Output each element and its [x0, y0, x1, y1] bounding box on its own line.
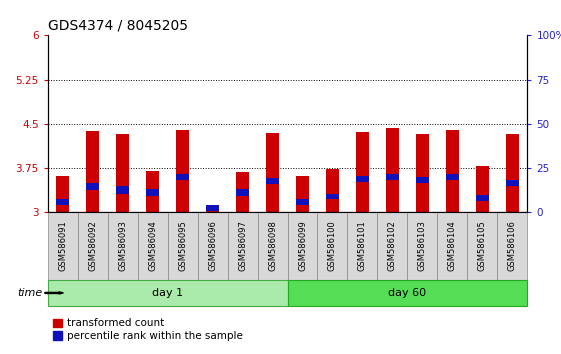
- Bar: [445, 174, 459, 180]
- Bar: [236, 172, 249, 212]
- Bar: [476, 195, 489, 201]
- Bar: [206, 205, 219, 211]
- Text: GSM586104: GSM586104: [448, 221, 457, 272]
- Bar: [356, 176, 369, 182]
- Bar: [476, 166, 489, 212]
- Text: GSM586103: GSM586103: [418, 221, 427, 272]
- Text: GDS4374 / 8045205: GDS4374 / 8045205: [48, 19, 188, 33]
- Bar: [146, 171, 159, 212]
- Bar: [416, 134, 429, 212]
- Bar: [505, 134, 519, 212]
- Bar: [56, 199, 70, 205]
- Text: day 60: day 60: [388, 288, 426, 298]
- Text: GSM586091: GSM586091: [58, 221, 67, 272]
- Text: GSM586092: GSM586092: [88, 221, 97, 272]
- Legend: transformed count, percentile rank within the sample: transformed count, percentile rank withi…: [53, 319, 243, 341]
- Text: day 1: day 1: [152, 288, 183, 298]
- Bar: [445, 130, 459, 212]
- Bar: [266, 178, 279, 184]
- Text: GSM586106: GSM586106: [508, 221, 517, 272]
- Text: GSM586098: GSM586098: [268, 221, 277, 272]
- Text: GSM586097: GSM586097: [238, 221, 247, 272]
- Text: time: time: [17, 288, 42, 298]
- Bar: [176, 174, 189, 180]
- Bar: [86, 131, 99, 212]
- Bar: [236, 189, 249, 196]
- Text: GSM586100: GSM586100: [328, 221, 337, 272]
- Bar: [326, 194, 339, 199]
- Text: GSM586099: GSM586099: [298, 221, 307, 272]
- Bar: [176, 130, 189, 212]
- Bar: [416, 177, 429, 183]
- Text: GSM586105: GSM586105: [478, 221, 487, 272]
- Bar: [266, 133, 279, 212]
- Bar: [386, 174, 399, 180]
- Text: GSM586095: GSM586095: [178, 221, 187, 272]
- Bar: [326, 169, 339, 212]
- Bar: [116, 186, 130, 194]
- Bar: [386, 128, 399, 212]
- Bar: [56, 176, 70, 212]
- Bar: [116, 134, 130, 212]
- Text: GSM586094: GSM586094: [148, 221, 157, 272]
- Bar: [206, 205, 219, 212]
- Text: GSM586102: GSM586102: [388, 221, 397, 272]
- Text: GSM586093: GSM586093: [118, 221, 127, 272]
- Bar: [86, 183, 99, 190]
- Bar: [356, 132, 369, 212]
- Bar: [505, 180, 519, 186]
- Text: GSM586101: GSM586101: [358, 221, 367, 272]
- Text: GSM586096: GSM586096: [208, 221, 217, 272]
- Bar: [296, 199, 309, 205]
- Bar: [146, 189, 159, 196]
- Bar: [296, 176, 309, 212]
